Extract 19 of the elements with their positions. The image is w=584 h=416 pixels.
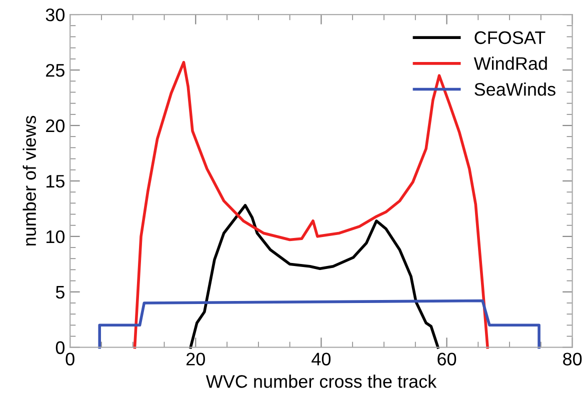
y-tick-label: 5 — [56, 286, 64, 299]
y-tick-label: 10 — [46, 230, 65, 244]
legend-label: WindRad — [474, 56, 547, 70]
y-tick-label: 0 — [56, 341, 65, 354]
x-axis-title: WVC number cross the track — [206, 374, 437, 388]
legend-label: CFOSAT — [474, 31, 546, 44]
y-tick-label: 20 — [46, 119, 65, 132]
line-series — [189, 204, 440, 349]
x-tick-label: 40 — [312, 352, 331, 366]
x-tick-label: 0 — [66, 352, 74, 366]
y-tick-label: 15 — [46, 175, 64, 188]
x-tick-label: 80 — [563, 352, 582, 366]
y-axis-title: number of views — [22, 116, 36, 246]
y-tick-label: 25 — [46, 64, 64, 77]
x-tick-label: 20 — [186, 352, 205, 366]
x-tick-label: 60 — [438, 352, 456, 366]
y-tick-label: 30 — [46, 8, 65, 22]
legend-label: SeaWinds — [474, 82, 556, 96]
line-series — [98, 299, 540, 349]
